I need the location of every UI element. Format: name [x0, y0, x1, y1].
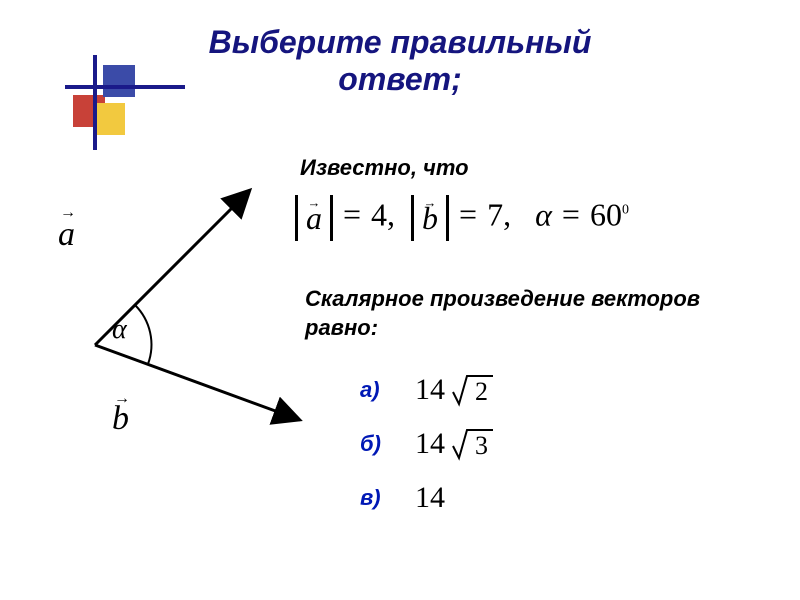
answer-label: б) [360, 431, 415, 457]
svg-text:3: 3 [475, 431, 488, 460]
answers-list: а)142б)143в)14 [360, 370, 495, 532]
sqrt-icon: 3 [451, 426, 495, 462]
answer-option[interactable]: б)143 [360, 424, 495, 464]
answer-value: 14 [415, 481, 445, 515]
magnitude-b: →b [411, 195, 449, 241]
given-values: →a = 4, →b = 7, α = 600 [295, 195, 629, 241]
vector-b-label: →b [112, 400, 129, 438]
subtitle: Известно, что [300, 155, 469, 181]
vector-a-label: →a [58, 216, 75, 254]
answer-value: 143 [415, 426, 495, 462]
question-text: Скалярное произведение векторов равно: [305, 285, 775, 342]
answer-label: а) [360, 377, 415, 403]
answer-option[interactable]: в)14 [360, 478, 495, 518]
answer-label: в) [360, 485, 415, 511]
answer-value: 142 [415, 372, 495, 408]
svg-text:2: 2 [475, 377, 488, 406]
title-decoration [65, 55, 185, 150]
answer-option[interactable]: а)142 [360, 370, 495, 410]
sqrt-icon: 2 [451, 372, 495, 408]
angle-label: α [112, 314, 127, 346]
